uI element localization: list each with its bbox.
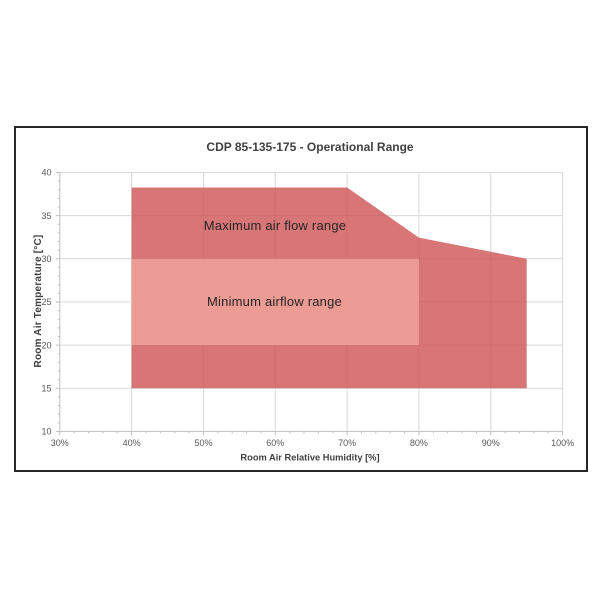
svg-text:35: 35	[41, 211, 51, 221]
svg-text:40%: 40%	[123, 438, 141, 448]
svg-text:60%: 60%	[266, 438, 284, 448]
svg-text:Maximum air flow range: Maximum air flow range	[204, 218, 346, 233]
svg-text:20: 20	[41, 340, 51, 350]
svg-text:15: 15	[41, 383, 51, 393]
svg-text:30: 30	[41, 254, 51, 264]
svg-text:30%: 30%	[51, 438, 69, 448]
svg-text:50%: 50%	[194, 438, 212, 448]
svg-text:Room Air Temperature [°C]: Room Air Temperature [°C]	[33, 235, 44, 368]
svg-text:90%: 90%	[482, 438, 500, 448]
svg-text:CDP 85-135-175 - Operational R: CDP 85-135-175 - Operational Range	[206, 140, 414, 154]
svg-text:10: 10	[41, 427, 51, 437]
svg-text:25: 25	[41, 297, 51, 307]
svg-text:Room Air Relative Humidity [%]: Room Air Relative Humidity [%]	[240, 453, 379, 463]
svg-text:80%: 80%	[410, 438, 428, 448]
svg-text:70%: 70%	[338, 438, 356, 448]
svg-text:Minimum airflow range: Minimum airflow range	[207, 294, 342, 309]
svg-text:100%: 100%	[551, 438, 574, 448]
svg-text:40: 40	[41, 168, 51, 178]
